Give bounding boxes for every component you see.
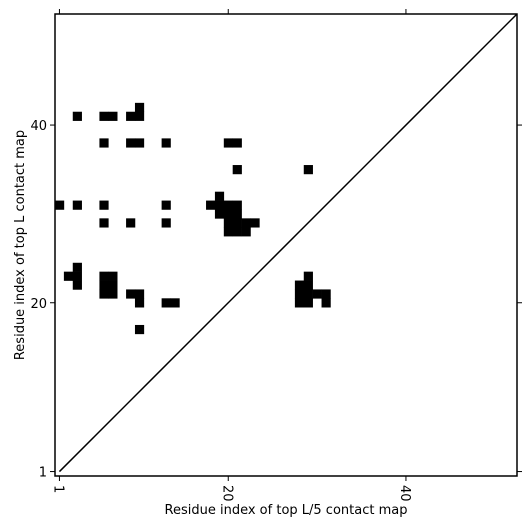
y-axis-label: Residue index of top L contact map [13,130,28,360]
contact-cell [99,280,109,290]
y-tick-label: 1 [39,466,47,481]
contact-cell [303,298,313,308]
contact-cell [170,298,180,308]
contact-cell [126,289,136,299]
contact-cell [72,200,82,210]
contact-cell [223,138,233,148]
diagonal-line [58,13,518,473]
contact-cell [303,271,313,281]
contact-cell [134,138,145,148]
contact-cell [294,298,305,308]
contact-cell [134,324,145,335]
contact-cell [250,218,260,228]
x-tick-label: 1 [50,485,65,493]
contact-cell [126,218,136,228]
contact-cell [206,200,216,210]
contact-cell [72,262,82,272]
contact-cell [99,138,109,148]
x-tick-label: 40 [397,485,412,502]
contact-cell [223,227,233,237]
contact-cell [99,271,109,281]
contact-cell [134,298,145,308]
contact-cell [63,271,74,281]
contact-cell [241,227,251,237]
contact-cell [72,271,82,281]
contact-cell [161,218,171,228]
contact-cell [161,200,171,210]
contact-cell [214,191,225,201]
contact-cell [232,138,242,148]
contact-cell [108,289,118,299]
contact-cell [214,209,225,219]
contact-cell [232,209,242,219]
contact-cell [321,289,331,299]
contact-cell [232,200,242,210]
contact-cell [126,138,136,148]
contact-cell [161,298,171,308]
contact-cell [232,165,242,175]
contact-cell [223,218,233,228]
contact-cell [72,280,82,290]
contact-cell [294,280,305,290]
contact-cell [223,209,233,219]
x-tick-label: 20 [219,485,234,502]
contact-cell [232,227,242,237]
y-tick-label: 20 [30,297,47,312]
contact-cell [303,280,313,290]
contact-cell [232,218,242,228]
y-tick-label: 40 [30,119,47,134]
contact-cell [161,138,171,148]
contact-cell [108,280,118,290]
contact-cell [99,111,109,121]
x-axis-label: Residue index of top L/5 contact map [165,503,408,518]
contact-cell [321,298,331,308]
contact-cell [294,289,305,299]
contact-cell [108,111,118,121]
contact-cell [126,111,136,121]
contact-cell [312,289,322,299]
contact-cell [303,165,313,175]
contact-cell [214,200,225,210]
contact-cell [223,200,233,210]
contact-cell [134,289,145,299]
contact-cell [241,218,251,228]
contact-cell [99,218,109,228]
contact-cell [134,102,145,113]
contact-cell [303,289,313,299]
contact-cell [55,200,65,210]
contact-cell [99,289,109,299]
contact-cell [72,111,82,121]
contact-cell [134,111,145,121]
contact-cell [108,271,118,281]
contact-cell [99,200,109,210]
plot-frame [54,13,518,477]
